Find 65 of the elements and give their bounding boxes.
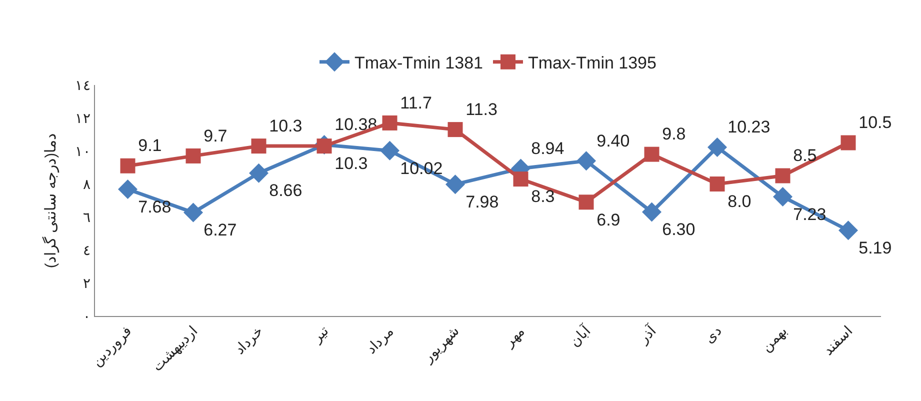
data-label: 6.9: [596, 210, 620, 230]
point: [382, 115, 398, 130]
y-tick-label: ٢: [83, 274, 92, 291]
data-label: 7.98: [466, 192, 499, 212]
point: [380, 140, 400, 160]
data-label: 6.27: [204, 220, 237, 240]
point: [118, 180, 138, 200]
y-axis-title: دما(درجه سانتی گراد): [41, 132, 60, 268]
point: [840, 135, 856, 150]
y-tick-label: ١٢: [75, 110, 92, 126]
y-tick-label: ٠: [83, 308, 92, 324]
point: [773, 186, 792, 206]
data-label: 8.3: [531, 187, 555, 206]
x-tick-label: مهر: [500, 322, 529, 351]
point: [251, 138, 266, 154]
data-label: 5.19: [858, 238, 892, 258]
y-tick-label: ٦: [83, 208, 92, 225]
point: [513, 172, 528, 187]
point: [578, 194, 594, 210]
legend-label: Tmax-Tmin 1381: [354, 54, 483, 73]
point: [184, 202, 203, 222]
x-tick-label: دی: [700, 322, 724, 346]
data-label: 9.7: [204, 126, 228, 146]
y-tick-label: ١٤: [75, 76, 92, 93]
data-label: 11.3: [466, 100, 498, 119]
data-label: 11.7: [400, 93, 432, 112]
point: [708, 137, 727, 157]
point: [710, 176, 725, 192]
point: [446, 174, 465, 194]
data-label: 10.3: [334, 154, 368, 174]
x-tick-label: اسفند: [820, 322, 856, 358]
legend-label: Tmax-Tmin 1395: [528, 54, 656, 73]
point: [120, 158, 136, 174]
data-label: 6.30: [662, 220, 696, 240]
data-label: 7.68: [138, 197, 172, 216]
x-tick-label: شهریور: [419, 322, 464, 366]
data-label: 9.8: [662, 124, 686, 144]
x-tick-label: آبان: [566, 321, 594, 350]
y-tick-label: ٨: [83, 176, 92, 192]
data-label: 8.66: [269, 181, 302, 200]
y-tick-label: ٤: [83, 242, 92, 258]
data-label: 8.0: [728, 192, 752, 212]
point: [448, 122, 463, 138]
x-tick-label: خرداد: [231, 322, 267, 358]
x-tick-label: بهمن: [758, 322, 791, 356]
point: [838, 220, 858, 240]
point: [642, 202, 662, 222]
point: [775, 168, 790, 184]
data-label: 8.94: [531, 138, 564, 158]
point: [576, 151, 596, 171]
x-tick-label: آذر: [634, 321, 660, 348]
x-tick-label: تیر: [308, 322, 332, 347]
data-label: 8.5: [793, 146, 817, 166]
y-tick-label: ١٠: [75, 142, 92, 159]
data-label: 10.23: [728, 118, 770, 137]
data-label: 10.3: [269, 116, 302, 136]
data-label: 10.5: [858, 113, 892, 132]
data-label: 9.1: [138, 136, 162, 156]
x-tick-label: فروردین: [88, 322, 136, 370]
point: [249, 163, 268, 183]
point: [644, 146, 660, 162]
point: [186, 148, 201, 164]
x-tick-label: مرداد: [362, 322, 398, 358]
data-label: 9.40: [596, 131, 630, 150]
x-tick-label: اردیبهشت: [148, 322, 202, 375]
